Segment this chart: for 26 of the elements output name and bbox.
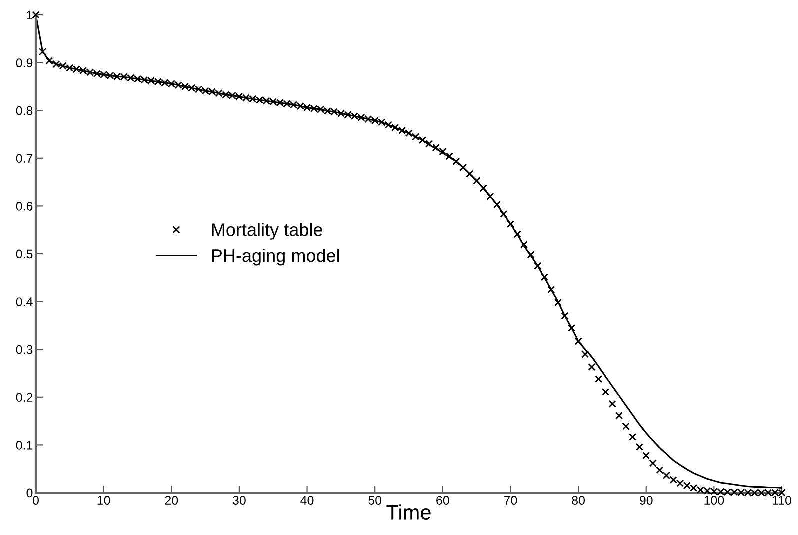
y-tick-label: 0.9 <box>16 58 33 68</box>
y-tick-label: 0.3 <box>16 345 33 354</box>
x-tick-label: 50 <box>368 496 382 505</box>
x-tick-label: 100 <box>704 496 724 505</box>
x-tick-label: 40 <box>300 496 314 505</box>
x-tick-label: 10 <box>98 496 110 505</box>
legend-label: Mortality table <box>212 223 322 240</box>
x-tick-label: 70 <box>504 496 518 505</box>
y-tick-label: 0.1 <box>16 441 33 450</box>
x-tick-label: 60 <box>436 496 450 505</box>
y-tick-label: 0.8 <box>16 106 33 116</box>
x-axis-title: Time <box>386 504 431 520</box>
y-tick-label: 0.4 <box>16 298 33 306</box>
y-tick-label: 0.7 <box>16 154 33 164</box>
y-tick-label: 0.2 <box>16 393 33 402</box>
x-tick-label: 0 <box>33 496 39 505</box>
x-tick-label: 20 <box>165 496 178 505</box>
x-tick-label: 110 <box>772 496 792 505</box>
y-tick-label: 0.5 <box>16 250 33 259</box>
y-tick-label: 1 <box>27 10 33 20</box>
legend-label: PH-aging model <box>212 248 340 266</box>
x-tick-label: 80 <box>572 496 586 505</box>
y-tick-label: 0.6 <box>16 202 33 211</box>
x-tick-label: 30 <box>232 496 246 505</box>
x-tick-label: 90 <box>640 496 653 505</box>
y-tick-label: 0 <box>26 488 33 498</box>
